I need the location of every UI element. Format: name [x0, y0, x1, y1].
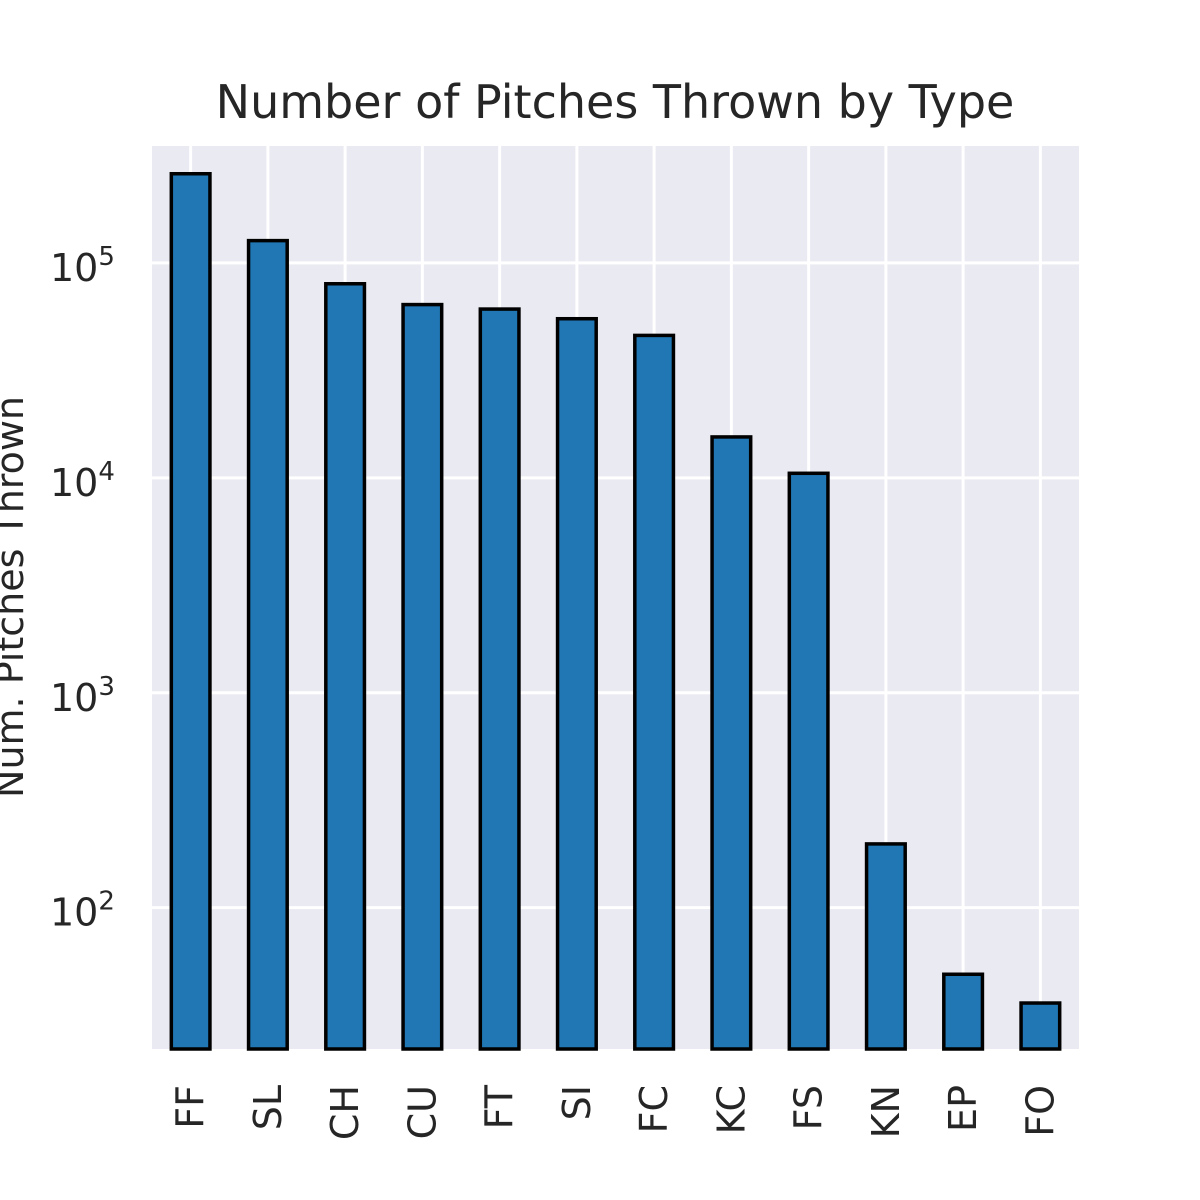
x-tick-label-sl: SL	[246, 1085, 290, 1130]
plot-area	[152, 146, 1079, 1049]
y-tick-label: 104	[50, 457, 115, 505]
bar-fo	[1019, 1001, 1062, 1051]
y-tick-label: 102	[50, 887, 115, 935]
y-axis-label: Num. Pitches Thrown	[0, 396, 32, 798]
bars	[169, 171, 1062, 1051]
bar-ch	[324, 282, 367, 1051]
x-tick-label-ft: FT	[478, 1084, 522, 1129]
y-tick-label: 105	[50, 242, 115, 290]
chart-title: Number of Pitches Thrown by Type	[216, 75, 1015, 129]
x-tick-label-ff: FF	[169, 1085, 213, 1129]
bar-si	[555, 316, 598, 1051]
x-tick-label-si: SI	[555, 1085, 599, 1120]
x-tick-label-cu: CU	[400, 1085, 444, 1139]
x-tick-label-ep: EP	[941, 1085, 985, 1132]
bar-fc	[633, 333, 676, 1051]
bar-fs	[787, 471, 830, 1051]
x-tick-label-kn: KN	[864, 1085, 908, 1138]
bar-sl	[246, 238, 289, 1051]
x-tick-label-kc: KC	[709, 1085, 753, 1134]
bar-kc	[710, 435, 753, 1051]
y-tick-label: 103	[50, 672, 115, 720]
bar-kn	[864, 842, 907, 1051]
bar-ep	[942, 972, 985, 1051]
x-tick-label-fs: FS	[787, 1085, 831, 1130]
bar-cu	[401, 302, 444, 1051]
x-tick-label-ch: CH	[323, 1085, 367, 1140]
x-tick-labels: FF SL CH CU FT SI FC KC FS KN EP FO	[169, 1084, 1063, 1140]
x-tick-label-fc: FC	[632, 1085, 676, 1133]
y-tick-labels: 102 103 104 105	[50, 242, 115, 935]
bar-ff	[169, 171, 212, 1051]
bar-ft	[478, 307, 521, 1051]
x-tick-label-fo: FO	[1018, 1085, 1062, 1137]
